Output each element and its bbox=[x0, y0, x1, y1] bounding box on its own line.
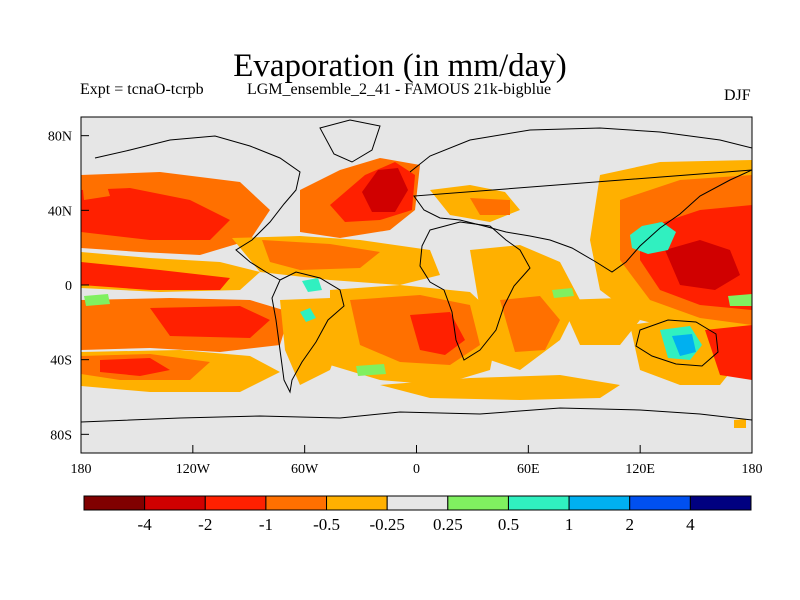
anomaly-region bbox=[84, 294, 110, 306]
longitude-tick-label: 180 bbox=[71, 462, 92, 477]
experiment-label: Expt = tcnaO-tcrpb bbox=[80, 81, 204, 98]
anomaly-region bbox=[81, 262, 230, 290]
colorbar-swatch bbox=[83, 495, 146, 511]
latitude-tick-label: 80N bbox=[48, 130, 72, 145]
latitude-tick-label: 0 bbox=[65, 279, 72, 294]
colorbar-label: -0.25 bbox=[369, 515, 404, 534]
latitude-tick-label: 40S bbox=[50, 354, 72, 369]
colorbar-label: 0.5 bbox=[498, 515, 519, 534]
longitude-tick-label: 60W bbox=[291, 462, 319, 477]
colorbar-swatch bbox=[386, 495, 449, 511]
longitude-tick-label: 60E bbox=[517, 462, 540, 477]
anomaly-region bbox=[734, 419, 746, 428]
colorbar-swatch bbox=[204, 495, 267, 511]
anomaly-region bbox=[560, 298, 640, 345]
longitude-tick-label: 120E bbox=[625, 462, 655, 477]
colorbar-label: 4 bbox=[686, 515, 695, 534]
anomaly-region bbox=[150, 306, 270, 338]
colorbar-swatch bbox=[629, 495, 691, 511]
coastline-antarctica bbox=[81, 407, 752, 423]
colorbar-swatch bbox=[447, 495, 509, 511]
anomaly-region bbox=[470, 198, 510, 215]
coastline-eurasia bbox=[409, 127, 752, 273]
colorbar-label: 1 bbox=[565, 515, 574, 534]
chart-title: Evaporation (in mm/day) bbox=[233, 48, 567, 84]
colorbar-label: 0.25 bbox=[433, 515, 463, 534]
colorbar-swatch bbox=[568, 495, 631, 511]
colorbar-label: -4 bbox=[138, 515, 153, 534]
anomaly-region bbox=[672, 334, 696, 356]
latitude-tick-label: 40N bbox=[48, 204, 72, 219]
anomaly-region bbox=[728, 294, 752, 306]
anomaly-region bbox=[380, 375, 620, 400]
coastline-australia bbox=[635, 319, 719, 367]
anomaly-region bbox=[362, 168, 408, 212]
longitude-axis: 180 120W 60W 0 60E 120E 180 bbox=[71, 445, 763, 477]
colorbar-label: -2 bbox=[198, 515, 212, 534]
anomaly-region bbox=[262, 240, 380, 270]
anomaly-region bbox=[100, 358, 170, 376]
anomaly-region bbox=[552, 288, 574, 298]
anomaly-region bbox=[356, 364, 386, 376]
coastline-africa bbox=[419, 221, 531, 361]
longitude-tick-label: 0 bbox=[413, 462, 420, 477]
evaporation-field bbox=[81, 158, 752, 428]
latitude-tick-label: 80S bbox=[50, 428, 72, 443]
coastlines bbox=[81, 119, 752, 423]
coastline-south-america bbox=[271, 271, 345, 394]
colorbar-label: 2 bbox=[625, 515, 634, 534]
coastline-north-america bbox=[94, 135, 301, 281]
run-label: LGM_ensemble_2_41 - FAMOUS 21k-bigblue bbox=[247, 81, 552, 98]
colorbar: -4 -2 -1 -0.5 -0.25 0.25 0.5 1 2 4 bbox=[83, 495, 752, 534]
anomaly-region bbox=[410, 312, 465, 355]
anomaly-region bbox=[82, 176, 110, 200]
anomaly-region bbox=[630, 222, 676, 254]
anomaly-region bbox=[81, 188, 230, 240]
colorbar-label: -1 bbox=[259, 515, 273, 534]
anomaly-region bbox=[300, 308, 316, 322]
colorbar-swatch bbox=[144, 495, 206, 511]
coastline-greenland bbox=[319, 119, 381, 163]
season-label: DJF bbox=[724, 87, 751, 104]
anomaly-region bbox=[302, 278, 322, 292]
colorbar-label: -0.5 bbox=[313, 515, 340, 534]
map-panel bbox=[80, 116, 753, 454]
anomaly-region bbox=[665, 240, 740, 290]
anomaly-region bbox=[500, 296, 560, 352]
longitude-tick-label: 180 bbox=[742, 462, 763, 477]
latitude-axis: 80N 40N 0 40S 80S bbox=[48, 130, 89, 443]
longitude-tick-label: 120W bbox=[176, 462, 211, 477]
colorbar-swatch bbox=[689, 495, 752, 511]
colorbar-swatch bbox=[265, 495, 328, 511]
colorbar-swatch bbox=[326, 495, 388, 511]
colorbar-swatch bbox=[507, 495, 570, 511]
